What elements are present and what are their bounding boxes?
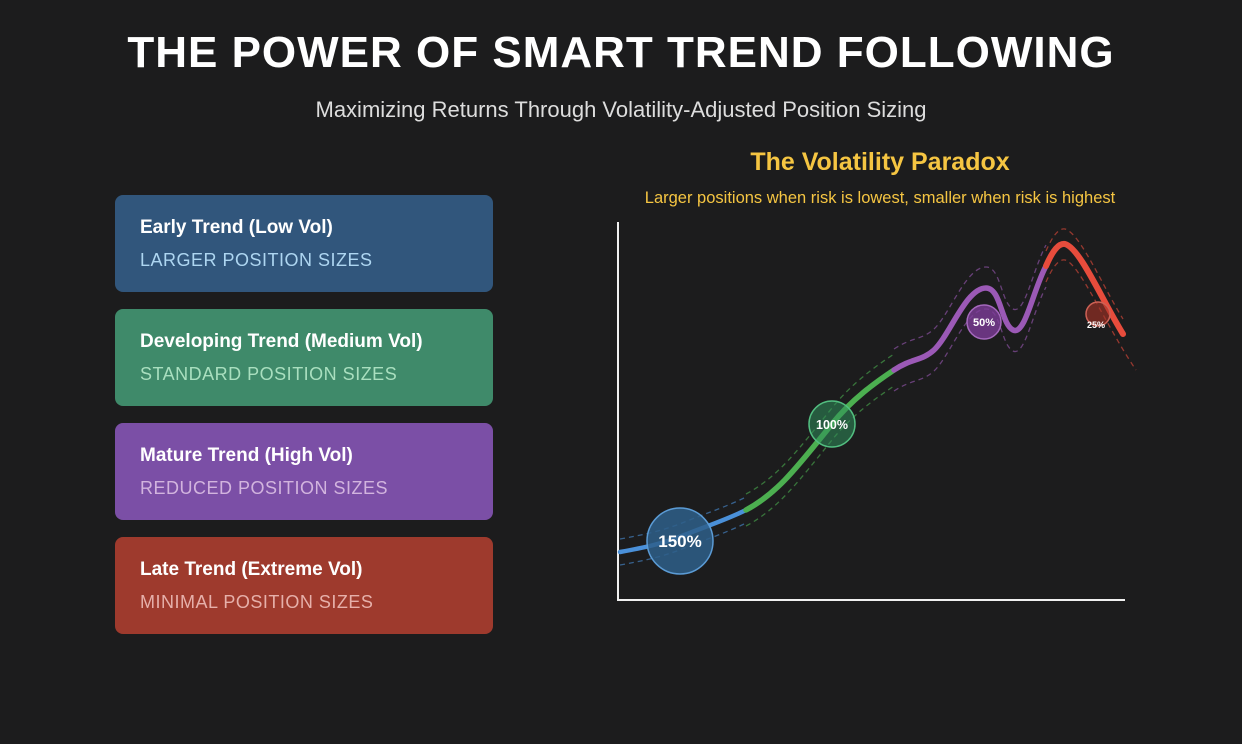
card-late-trend-position-label: MINIMAL POSITION SIZES — [140, 592, 374, 612]
trend-line — [617, 240, 1126, 555]
position-bubble-150 — [646, 507, 714, 575]
position-bubble-100 — [808, 400, 856, 448]
chart-subtitle: Larger positions when risk is lowest, sm… — [644, 189, 1116, 207]
position-bubble-50-label: 50% — [973, 317, 995, 329]
volatility-chart-panel: The Volatility Paradox Larger positions … — [580, 148, 1180, 638]
band-late-lower — [1045, 259, 1137, 371]
position-bubble-100-label: 100% — [816, 418, 848, 432]
page-subtitle: Maximizing Returns Through Volatility-Ad… — [315, 97, 927, 122]
position-bubble-25 — [1085, 301, 1111, 327]
card-early-trend-position-label: LARGER POSITION SIZES — [140, 250, 373, 270]
card-developing-trend-position-label: STANDARD POSITION SIZES — [140, 364, 398, 384]
card-late-trend: Late Trend (Extreme Vol) MINIMAL POSITIO… — [115, 537, 493, 634]
card-late-trend-title: Late Trend (Extreme Vol) — [140, 559, 363, 580]
card-mature-trend-position-label: REDUCED POSITION SIZES — [140, 478, 389, 498]
trend-segment-mature — [891, 263, 1049, 373]
card-early-trend-title: Early Trend (Low Vol) — [140, 217, 333, 238]
legend-cards: Early Trend (Low Vol) LARGER POSITION SI… — [115, 195, 493, 634]
trend-segment-late — [1043, 240, 1126, 337]
card-early-trend: Early Trend (Low Vol) LARGER POSITION SI… — [115, 195, 493, 292]
trend-chart-canvas: 150% 100% 50% 25% — [617, 222, 1137, 601]
chart-title: The Volatility Paradox — [750, 148, 1010, 176]
band-developing-lower — [745, 385, 895, 527]
band-developing-upper — [745, 353, 895, 495]
band-late-upper — [1045, 228, 1124, 320]
position-bubble-150-label: 150% — [658, 532, 701, 551]
position-bubble-25-label: 25% — [1087, 320, 1105, 330]
page-title: THE POWER OF SMART TREND FOLLOWING — [127, 28, 1115, 77]
position-size-bubbles: 150% 100% 50% 25% — [646, 301, 1111, 575]
position-bubble-50 — [966, 304, 1002, 340]
card-developing-trend-title: Developing Trend (Medium Vol) — [140, 331, 423, 352]
card-developing-trend: Developing Trend (Medium Vol) STANDARD P… — [115, 309, 493, 406]
card-mature-trend: Mature Trend (High Vol) REDUCED POSITION… — [115, 423, 493, 520]
band-mature-upper — [893, 244, 1047, 350]
card-mature-trend-title: Mature Trend (High Vol) — [140, 445, 353, 466]
